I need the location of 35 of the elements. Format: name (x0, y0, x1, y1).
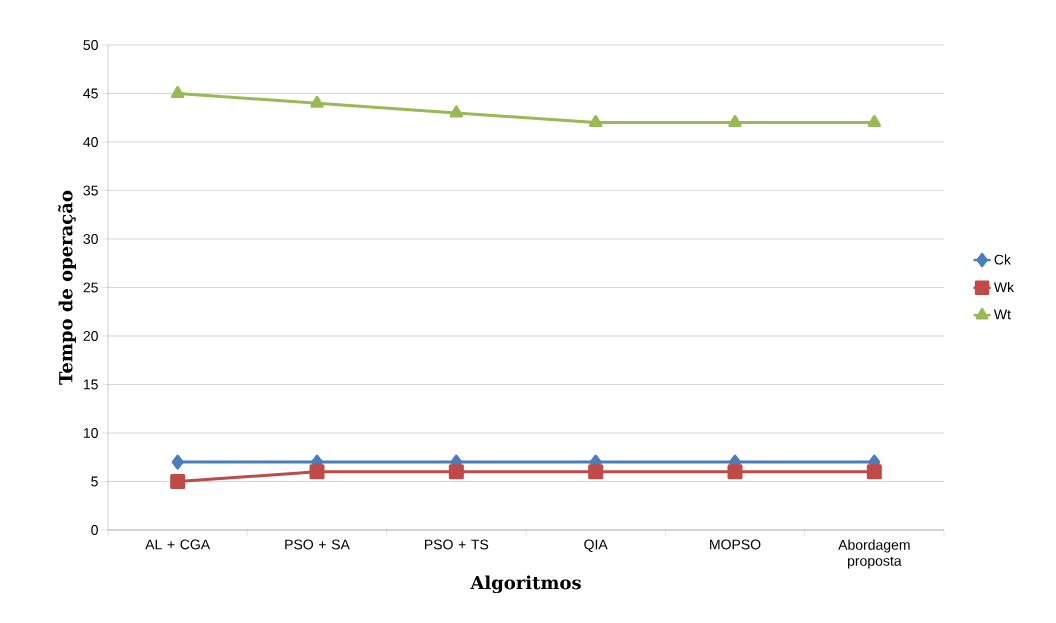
point (310, 95, 324, 108)
x-tick-label: QIA (584, 539, 608, 552)
point (588, 464, 604, 480)
legend-label: Wk (993, 281, 1015, 293)
y-axis-title: Tempo de operação (58, 190, 77, 385)
point (448, 464, 464, 480)
x-tick-label: PSO + SA (285, 539, 350, 550)
point (170, 474, 186, 489)
y-tick-label: 30 (83, 234, 98, 244)
y-tick-label: 50 (83, 40, 98, 50)
y-tick-label: 40 (83, 137, 98, 147)
point (171, 454, 184, 470)
y-tick-label: 25 (83, 282, 98, 293)
point (588, 115, 603, 128)
point (449, 105, 464, 118)
point (866, 464, 882, 480)
point (309, 464, 325, 480)
y-tick-label: 20 (83, 331, 98, 341)
point (727, 464, 743, 480)
x-axis-title: Algoritmos (470, 575, 581, 594)
x-tick-label: Abordagem proposta (838, 539, 910, 569)
y-tick-label: 45 (83, 88, 98, 99)
x-tick-label: MOPSO (710, 539, 761, 550)
legend-label: Ck (994, 254, 1011, 265)
point (867, 115, 882, 128)
point (728, 115, 742, 128)
legend-label: Wt (993, 309, 1011, 320)
y-tick-label: 15 (83, 379, 98, 390)
y-tick-label: 5 (91, 476, 98, 487)
y-tick-label: 0 (91, 525, 98, 535)
y-tick-label: 35 (83, 185, 98, 196)
x-tick-label: PSO + TS (425, 539, 489, 550)
y-tick-label: 10 (83, 428, 98, 438)
point (170, 86, 185, 98)
x-tick-label: AL + CGA (145, 539, 211, 550)
